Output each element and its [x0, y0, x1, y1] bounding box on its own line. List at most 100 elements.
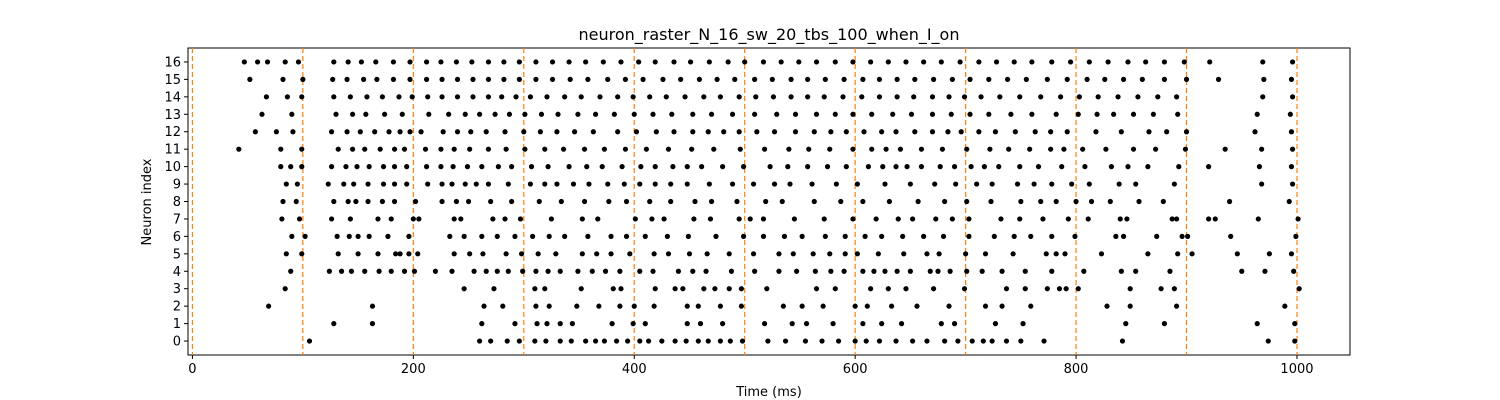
- spike-point: [788, 76, 794, 82]
- spike-point: [266, 303, 272, 309]
- spike-point: [699, 164, 705, 170]
- spike-point: [988, 198, 994, 205]
- spike-point: [534, 321, 540, 327]
- spike-point: [617, 268, 623, 274]
- x-tick-label: 600: [843, 362, 868, 377]
- y-tick-label: 12: [164, 125, 181, 140]
- spike-point: [1158, 286, 1164, 292]
- spike-point: [1041, 338, 1047, 344]
- spike-point: [821, 216, 827, 222]
- spike-point: [483, 129, 489, 135]
- spike-point: [553, 251, 559, 257]
- spike-point: [1053, 251, 1059, 257]
- spike-point: [407, 129, 413, 135]
- spike-point: [827, 251, 833, 257]
- spike-point: [1265, 338, 1271, 344]
- spike-point: [1032, 129, 1038, 135]
- spike-point: [518, 251, 525, 257]
- spike-point: [461, 286, 467, 292]
- spike-point: [864, 303, 870, 309]
- spike-point: [425, 94, 431, 100]
- spike-point: [703, 268, 709, 274]
- spike-point: [590, 129, 596, 135]
- spike-point: [879, 321, 885, 327]
- spike-point: [650, 111, 656, 117]
- spike-point: [1287, 111, 1293, 117]
- spike-point: [670, 164, 676, 170]
- spike-point: [533, 303, 539, 309]
- spike-point: [967, 111, 973, 117]
- spike-point: [1031, 181, 1037, 187]
- y-tick-label: 4: [173, 265, 181, 280]
- spike-point: [376, 268, 382, 274]
- plot-frame: [187, 47, 1351, 356]
- spike-point: [623, 198, 630, 205]
- y-tick-label: 3: [173, 282, 181, 297]
- spike-point: [438, 164, 444, 170]
- spike-point: [391, 198, 398, 205]
- spike-point: [991, 233, 997, 239]
- spike-point: [684, 181, 690, 187]
- spike-point: [557, 338, 563, 344]
- spike-point: [353, 198, 359, 205]
- spike-point: [854, 251, 860, 257]
- y-tick-label: 7: [173, 212, 181, 227]
- spike-point: [509, 198, 515, 205]
- spike-point: [939, 146, 946, 152]
- spike-point: [701, 94, 707, 100]
- spike-point: [369, 303, 376, 309]
- spike-point: [904, 164, 910, 170]
- spike-point: [406, 251, 412, 257]
- y-tick-label: 16: [164, 55, 181, 70]
- spike-point: [963, 251, 969, 257]
- spike-point: [485, 181, 492, 187]
- spike-point: [750, 251, 757, 257]
- spike-point: [505, 268, 511, 274]
- spike-point: [1130, 111, 1137, 117]
- spike-point: [1022, 286, 1028, 292]
- spike-point: [549, 59, 556, 65]
- spike-point: [824, 164, 831, 170]
- spike-point: [701, 286, 707, 292]
- spike-point: [860, 76, 866, 82]
- spike-point: [790, 251, 796, 257]
- spike-point: [546, 303, 552, 309]
- spike-point: [454, 76, 461, 82]
- spike-point: [335, 251, 341, 257]
- spike-point: [615, 129, 621, 135]
- spike-point: [686, 251, 693, 257]
- spike-point: [665, 146, 672, 152]
- spike-point: [717, 303, 723, 309]
- spike-point: [897, 146, 904, 152]
- spike-point: [632, 216, 638, 222]
- y-tick-label: 13: [164, 108, 181, 123]
- spike-point: [927, 268, 933, 274]
- spike-point: [1288, 251, 1295, 257]
- spike-point: [423, 76, 430, 82]
- spike-point: [894, 94, 900, 100]
- spike-point: [516, 59, 522, 65]
- spike-point: [1292, 321, 1298, 327]
- spike-point: [1288, 76, 1295, 82]
- spike-point: [335, 146, 341, 152]
- spike-point: [596, 303, 602, 309]
- spike-point: [586, 181, 592, 187]
- spike-point: [842, 251, 848, 257]
- spike-point: [684, 321, 690, 327]
- spike-point: [980, 338, 986, 344]
- spike-point: [1017, 216, 1023, 222]
- spike-point: [1072, 233, 1078, 239]
- spike-point: [501, 59, 507, 65]
- spike-point: [636, 59, 642, 65]
- spike-point: [671, 129, 677, 135]
- spike-point: [974, 181, 980, 187]
- spike-point: [949, 76, 955, 82]
- spike-point: [581, 146, 588, 152]
- spike-point: [697, 321, 704, 327]
- spike-point: [618, 59, 624, 65]
- spike-point: [1169, 216, 1175, 222]
- spike-point: [747, 216, 753, 222]
- spike-point: [832, 111, 838, 117]
- spike-point: [1261, 76, 1267, 82]
- spike-point: [341, 181, 347, 187]
